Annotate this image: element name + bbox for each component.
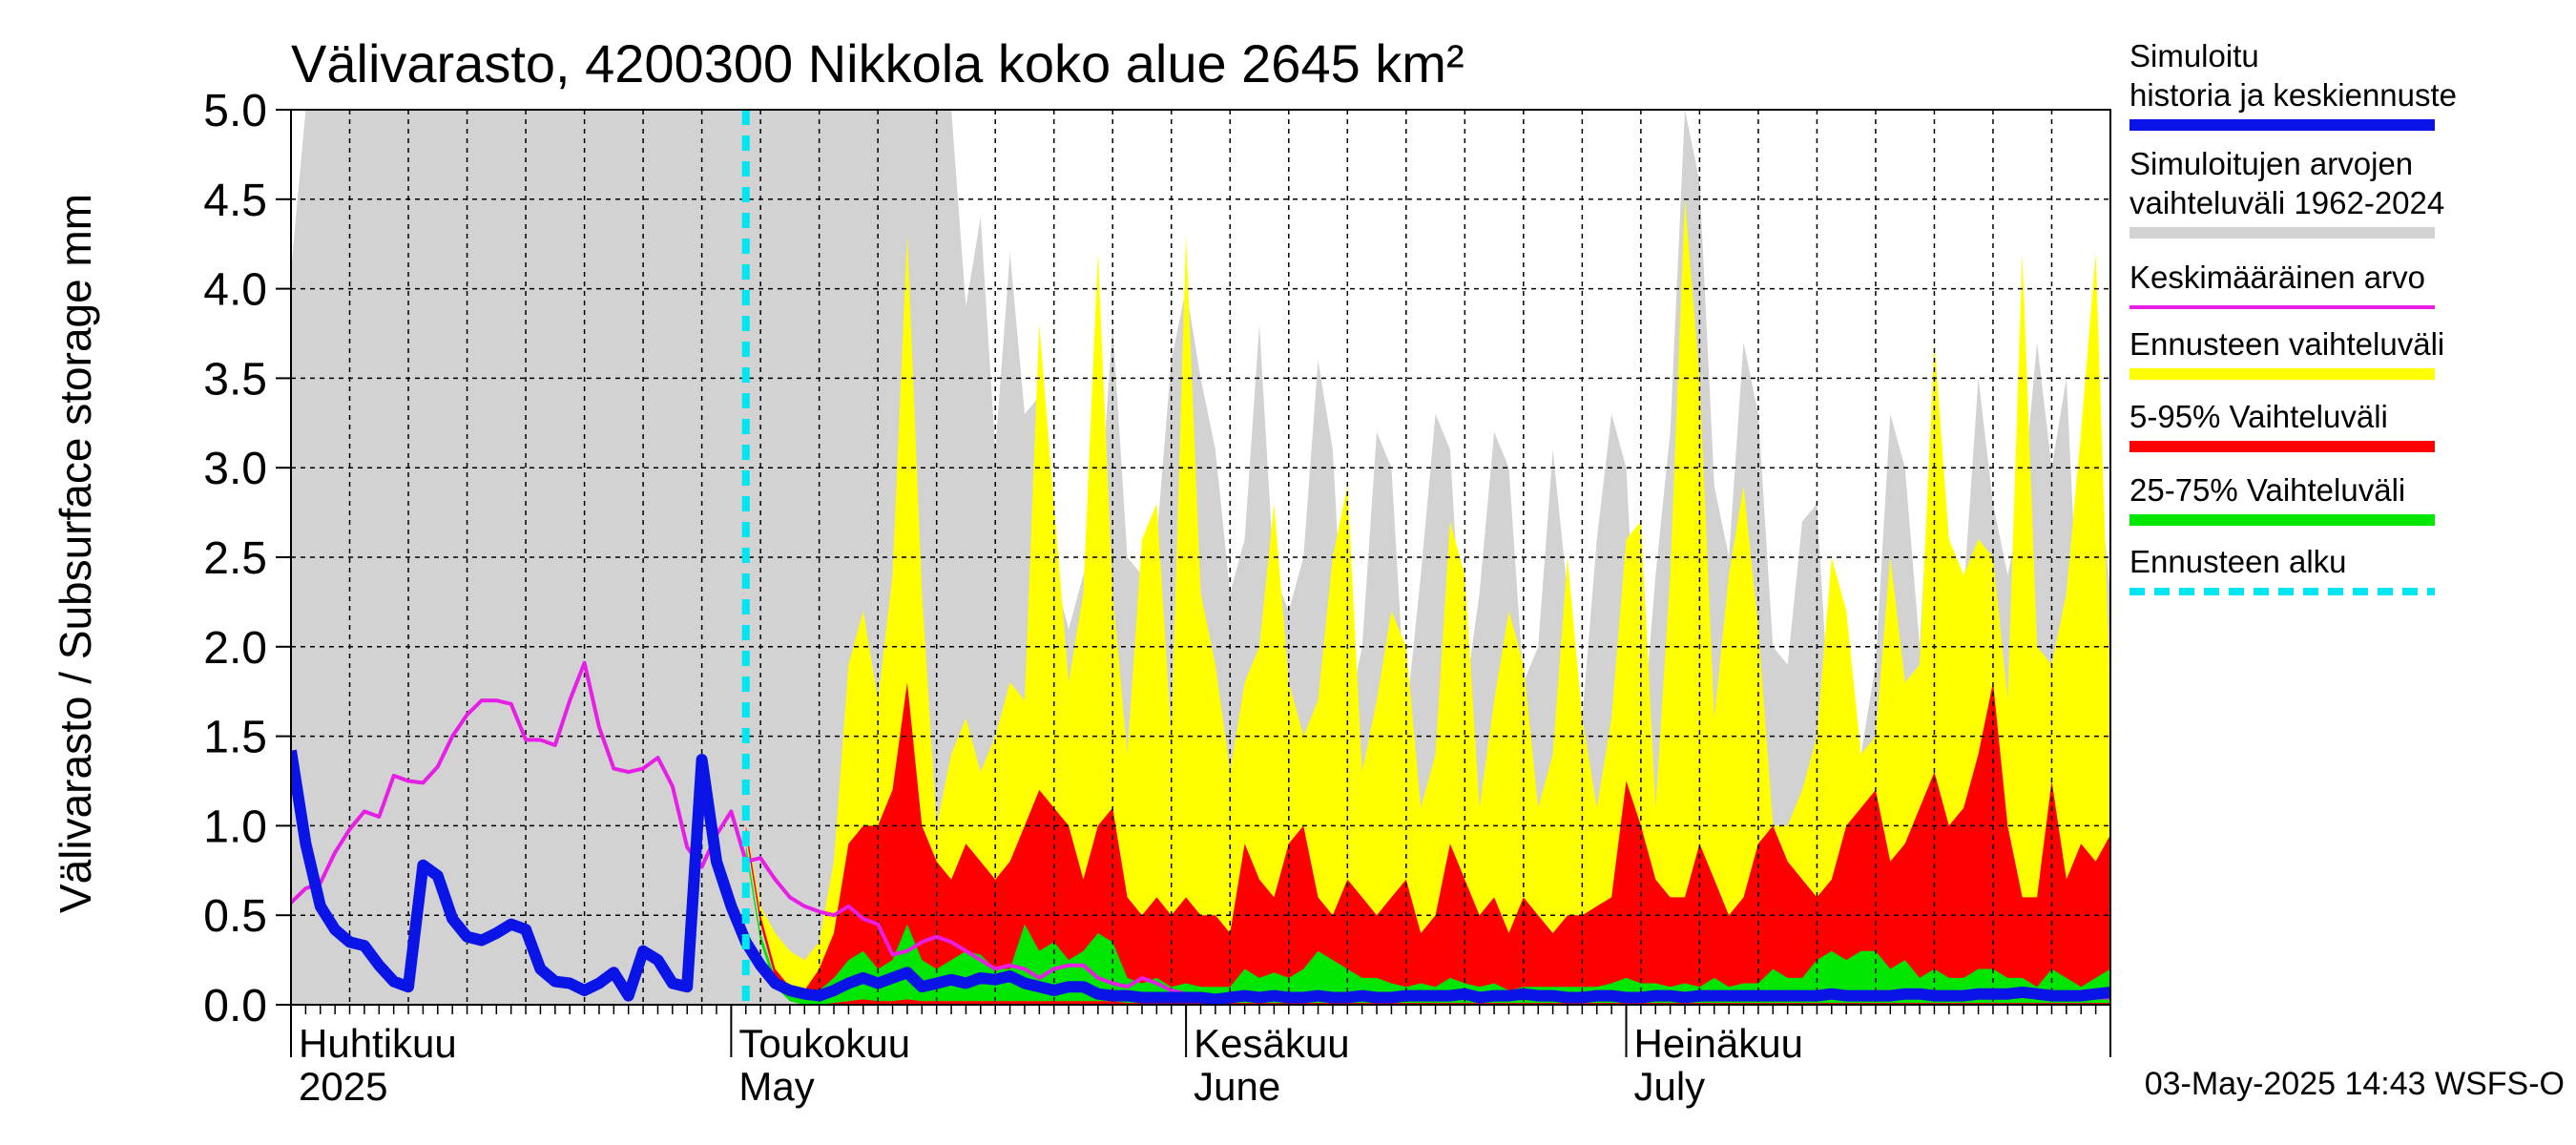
y-tick-label: 1.0 [203, 802, 267, 852]
y-axis-label: Välivarasto / Subsurface storage mm [51, 194, 100, 913]
legend-label: Keskimääräinen arvo [2129, 260, 2425, 295]
series-lines [291, 110, 2110, 1005]
x-month-sublabel: May [738, 1064, 814, 1109]
legend-label: historia ja keskiennuste [2129, 77, 2457, 113]
y-tick-label: 1.5 [203, 713, 267, 763]
footer-timestamp: 03-May-2025 14:43 WSFS-O [2145, 1066, 2565, 1102]
x-month-label: Toukokuu [738, 1021, 910, 1066]
y-tick-label: 3.0 [203, 444, 267, 494]
legend-label: 5-95% Vaihteluväli [2129, 399, 2388, 434]
y-tick-label: 3.5 [203, 354, 267, 405]
y-tick-label: 0.0 [203, 981, 267, 1031]
legend-label: vaihteluväli 1962-2024 [2129, 185, 2444, 220]
legend-label: Simuloitu [2129, 38, 2259, 73]
y-tick-label: 5.0 [203, 86, 267, 136]
legend-label: Simuloitujen arvojen [2129, 146, 2413, 181]
y-tick-label: 4.0 [203, 265, 267, 316]
legend-label: Ennusteen alku [2129, 544, 2347, 579]
band-ennusteen-vaihteluvali [745, 198, 2110, 1005]
line-simuloitu-historia-ja-keskiennuste [291, 749, 2110, 1005]
y-tick-label: 0.5 [203, 891, 267, 942]
band-5-95-vaihteluvali [745, 682, 2110, 1005]
y-tick-label: 4.5 [203, 176, 267, 226]
x-month-label: Heinäkuu [1633, 1021, 1802, 1066]
chart-title: Välivarasto, 4200300 Nikkola koko alue 2… [291, 33, 1465, 94]
legend-label: 25-75% Vaihteluväli [2129, 472, 2405, 508]
legend-label: Ennusteen vaihteluväli [2129, 326, 2444, 362]
x-month-label: Kesäkuu [1194, 1021, 1349, 1066]
grid [291, 110, 2110, 1005]
x-month-label: Huhtikuu [299, 1021, 457, 1066]
band-25-75-vaihteluvali [745, 843, 2110, 1005]
y-axis: 0.0 0.5 1.0 1.5 2.0 2.5 3.0 3.5 4.0 4.5 5.0 [203, 86, 291, 1031]
y-tick-label: 2.5 [203, 533, 267, 584]
y-tick-label: 2.0 [203, 623, 267, 674]
x-month-sublabel: 2025 [299, 1064, 387, 1109]
x-month-sublabel: July [1633, 1064, 1705, 1109]
legend: Simuloitu historia ja keskiennuste Simuloi… [2129, 38, 2457, 595]
x-month-sublabel: June [1194, 1064, 1280, 1109]
